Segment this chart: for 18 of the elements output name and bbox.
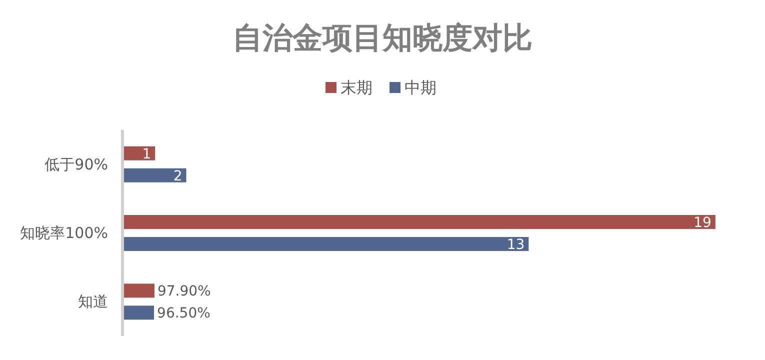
- data-label: 13: [506, 237, 525, 253]
- y-tick-label: 知道: [78, 292, 108, 311]
- bar: [124, 168, 186, 182]
- bar: [124, 237, 529, 251]
- data-label: 96.50%: [157, 306, 210, 322]
- bar: [124, 215, 716, 229]
- bar: [124, 306, 154, 320]
- chart-title: 自治金项目知晓度对比: [232, 21, 532, 56]
- data-label: 1: [142, 146, 152, 162]
- legend-label: 中期: [404, 78, 436, 97]
- y-tick-label: 低于90%: [44, 155, 108, 174]
- bar: [124, 284, 154, 298]
- data-label: 97.90%: [157, 284, 211, 300]
- y-tick-label: 知晓率100%: [20, 224, 108, 242]
- legend-label: 末期: [340, 78, 372, 97]
- data-label: 19: [694, 215, 712, 231]
- bar: [124, 146, 156, 160]
- data-label: 2: [173, 168, 182, 184]
